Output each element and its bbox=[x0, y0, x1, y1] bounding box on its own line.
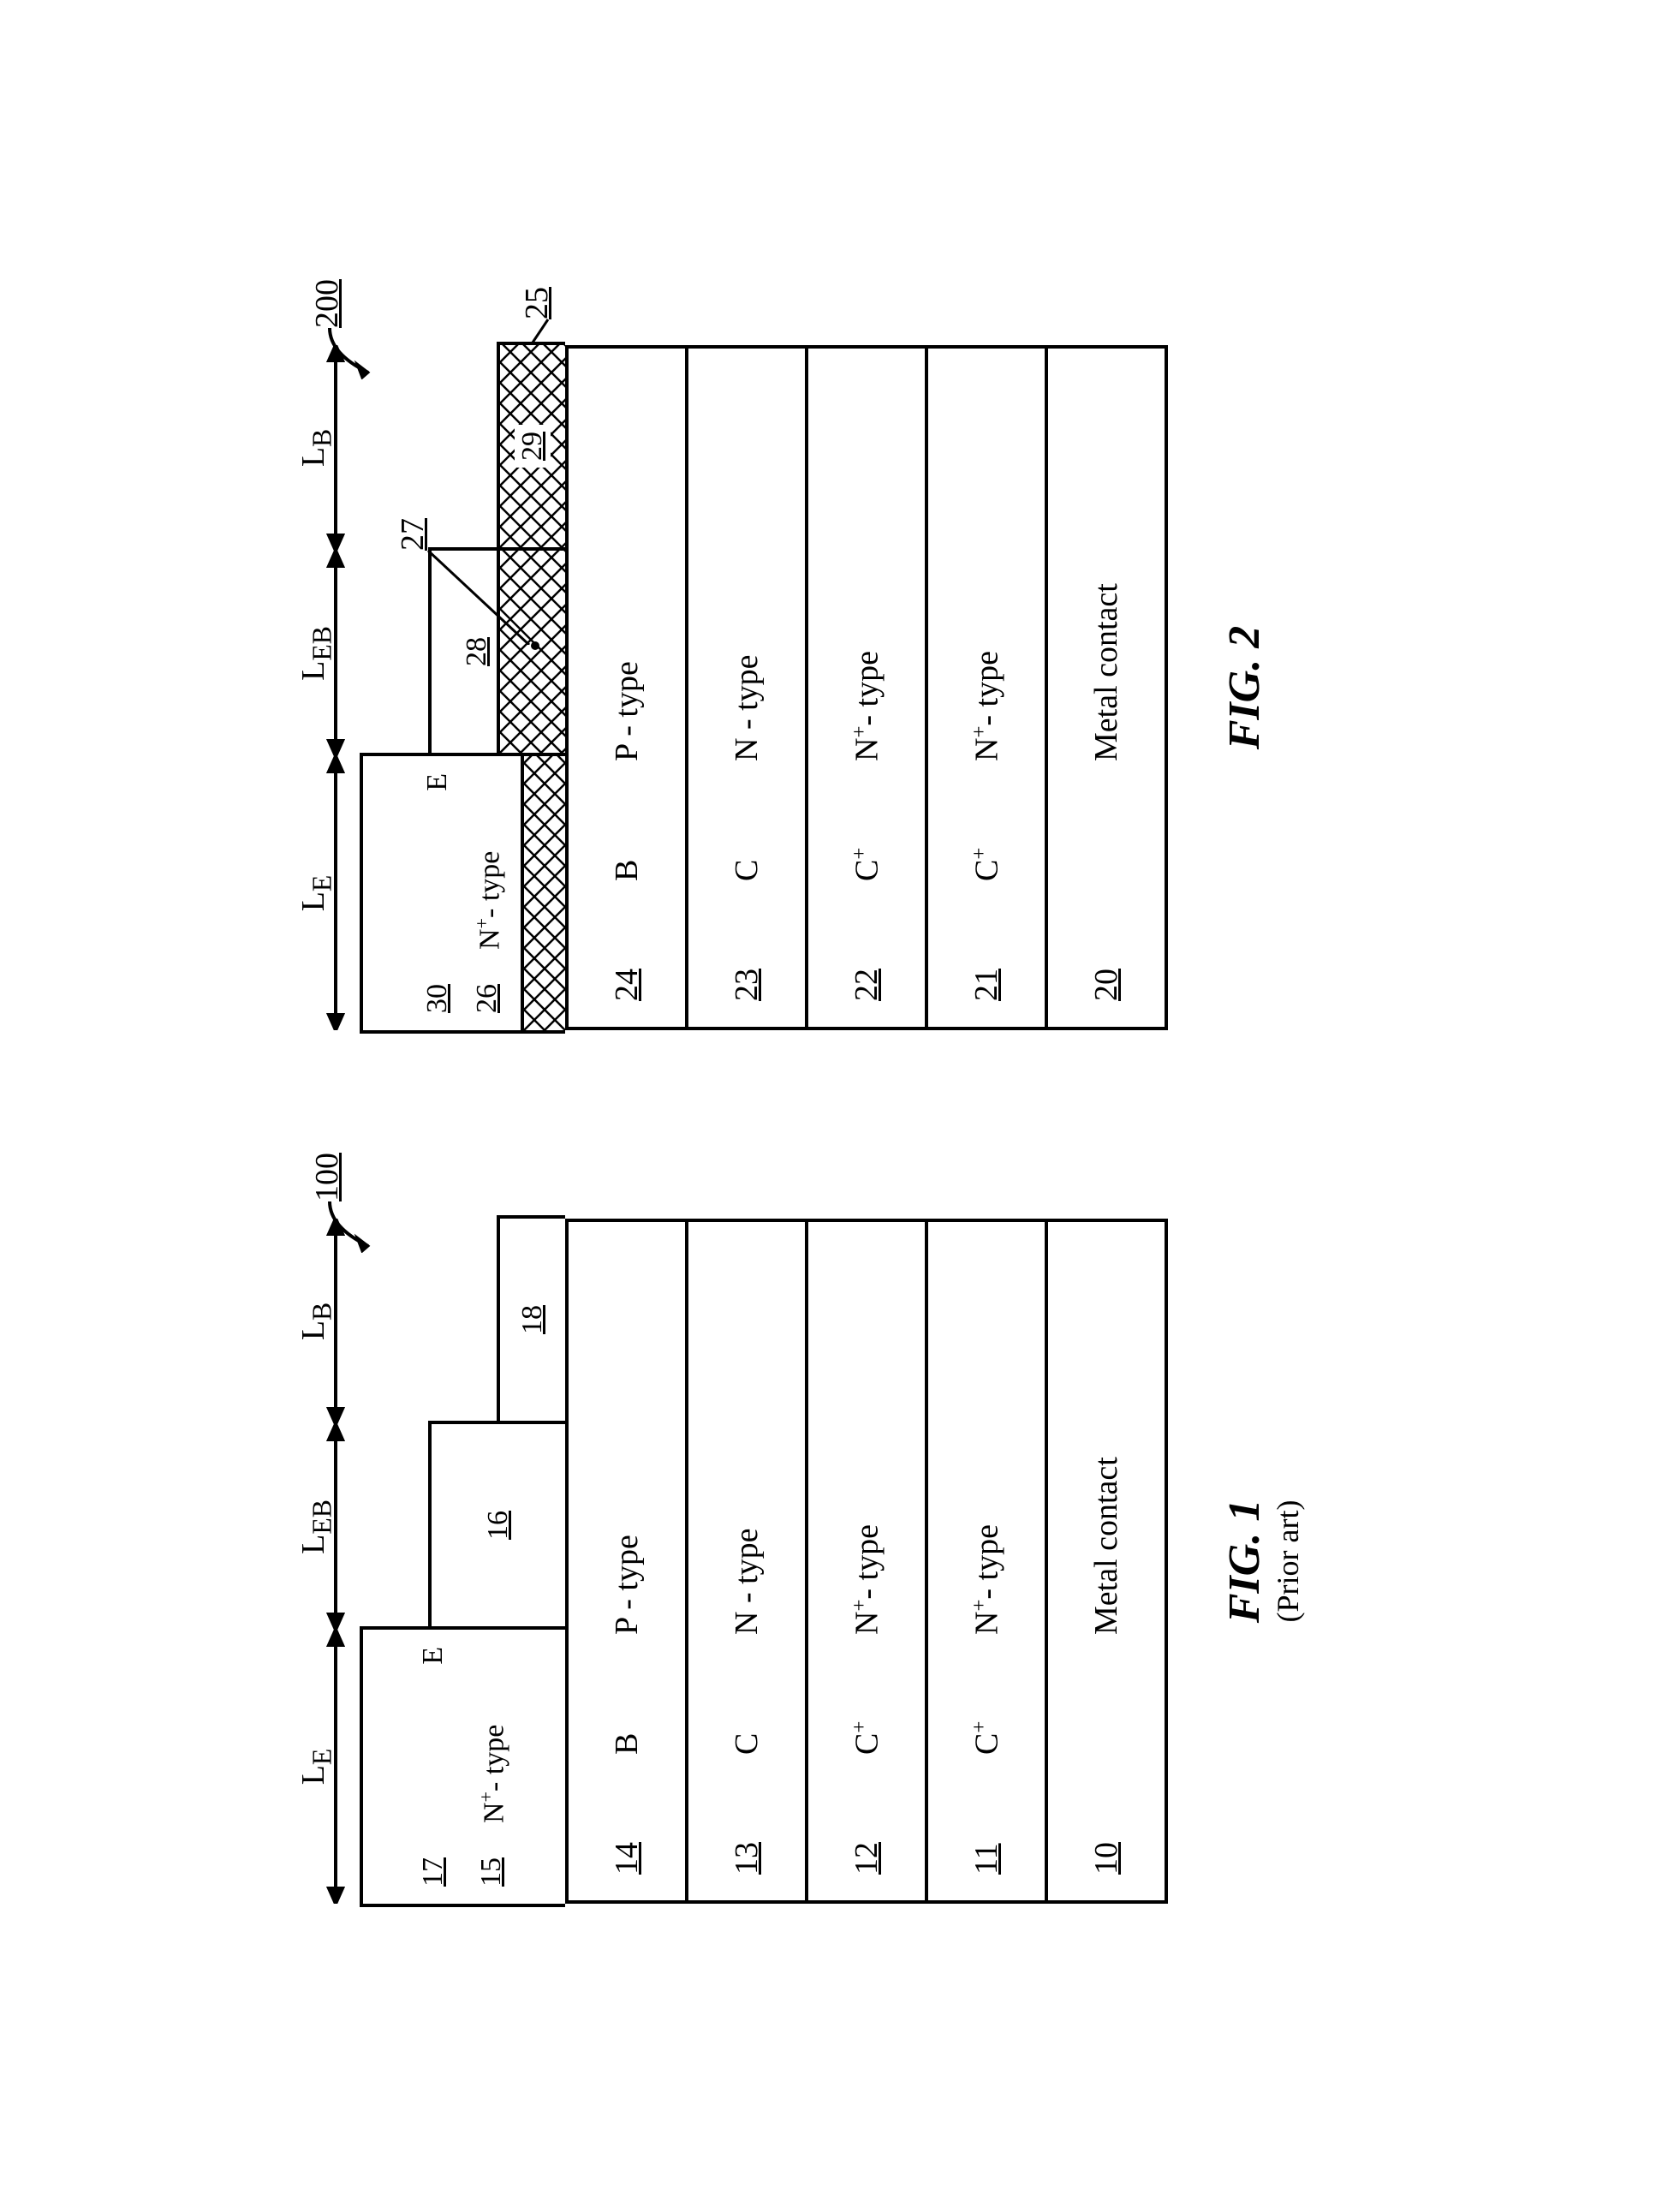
fig1-dimensions: LE LEB LB bbox=[300, 1219, 351, 1904]
fig1-mesa-left: 17 E 15 N+- type bbox=[360, 1626, 565, 1907]
type-label: Metal contact bbox=[1087, 583, 1125, 761]
ref-num: 20 bbox=[1087, 941, 1125, 1001]
ref-num: 13 bbox=[728, 1815, 766, 1875]
fig2-caption: FIG. 2 bbox=[1219, 345, 1270, 1030]
layer-14: 14 B P - type bbox=[565, 1222, 685, 1900]
ref-num: 16 bbox=[482, 1511, 515, 1540]
role-label: C+ bbox=[968, 830, 1006, 881]
emitter-type: N+- type bbox=[475, 1725, 510, 1823]
role-label: B bbox=[608, 830, 646, 881]
layer-20: 20 Metal contact bbox=[1045, 349, 1165, 1027]
fig2-layer-stack: 24 B P - type 23 C N - type 22 C+ N+- ty… bbox=[565, 345, 1168, 1030]
type-label: N - type bbox=[728, 654, 766, 761]
type-label: P - type bbox=[608, 661, 646, 761]
layer-10: 10 Metal contact bbox=[1045, 1222, 1165, 1900]
ref-num: 18 bbox=[516, 1305, 549, 1334]
figure-1: 100 LE LEB LB 18 16 17 E bbox=[360, 1133, 1306, 1904]
hatch-mid-marker bbox=[531, 641, 539, 650]
ref-num: 28 bbox=[461, 637, 493, 666]
role-label: C bbox=[728, 1703, 766, 1755]
emitter-role: E bbox=[421, 773, 454, 791]
layer-23: 23 C N - type bbox=[685, 349, 805, 1027]
fig2-mesa-right: 29 bbox=[497, 342, 565, 551]
fig1-mesa-mid: 16 bbox=[428, 1421, 565, 1630]
fig1-top-region: 18 16 17 E 15 N+- type bbox=[360, 1219, 565, 1904]
figure-2: 200 LE LEB LB 29 28 bbox=[360, 259, 1270, 1030]
emitter-role: E bbox=[417, 1647, 450, 1665]
fig1-layer-stack: 14 B P - type 13 C N - type 12 C+ N+- ty… bbox=[565, 1219, 1168, 1904]
emitter-type: N+- type bbox=[471, 851, 506, 950]
dim-LEB: LEB bbox=[300, 1424, 343, 1630]
dim-LE: LE bbox=[300, 756, 343, 1030]
ref-num: 24 bbox=[608, 941, 646, 1001]
emitter-layer-ref: 26 bbox=[471, 984, 506, 1013]
emitter-layer-ref: 15 bbox=[475, 1857, 510, 1887]
type-label: N+- type bbox=[968, 651, 1006, 761]
dim-LB: LB bbox=[300, 345, 343, 551]
ref-num: 22 bbox=[848, 941, 885, 1001]
fig2-top-region: 29 28 30 E 26 N+- type bbox=[360, 345, 565, 1030]
ref-num: 23 bbox=[728, 941, 766, 1001]
layer-12: 12 C+ N+- type bbox=[805, 1222, 925, 1900]
ref-num: 12 bbox=[848, 1815, 885, 1875]
dim-LE: LE bbox=[300, 1630, 343, 1904]
type-label: N+- type bbox=[848, 651, 886, 761]
layer-22: 22 C+ N+- type bbox=[805, 349, 925, 1027]
fig2-mesa-left: 30 E 26 N+- type bbox=[360, 753, 565, 1034]
role-label: B bbox=[608, 1703, 646, 1755]
fig2-hatch-band bbox=[521, 753, 565, 1034]
role-label: C+ bbox=[848, 830, 886, 881]
dim-LEB: LEB bbox=[300, 551, 343, 756]
fig2-dimensions: LE LEB LB bbox=[300, 345, 351, 1030]
ref-num: 29 bbox=[515, 425, 551, 468]
fig1-mesa-right: 18 bbox=[497, 1215, 565, 1424]
ref-num: 10 bbox=[1087, 1815, 1125, 1875]
layer-13: 13 C N - type bbox=[685, 1222, 805, 1900]
fig2-hatch-mid-leader bbox=[420, 534, 531, 645]
type-label: N+- type bbox=[968, 1524, 1006, 1635]
fig1-caption: FIG. 1 bbox=[1219, 1219, 1270, 1904]
emitter-top-ref: 17 bbox=[417, 1857, 450, 1887]
type-label: N+- type bbox=[848, 1524, 886, 1635]
emitter-top-ref: 30 bbox=[421, 984, 454, 1013]
fig2-hatch-band-leader bbox=[531, 302, 574, 345]
role-label: C+ bbox=[968, 1703, 1006, 1755]
type-label: Metal contact bbox=[1087, 1457, 1125, 1635]
layer-11: 11 C+ N+- type bbox=[925, 1222, 1045, 1900]
type-label: P - type bbox=[608, 1535, 646, 1635]
ref-num: 14 bbox=[608, 1815, 646, 1875]
layer-21: 21 C+ N+- type bbox=[925, 349, 1045, 1027]
layer-24: 24 B P - type bbox=[565, 349, 685, 1027]
ref-num: 21 bbox=[968, 941, 1005, 1001]
role-label: C+ bbox=[848, 1703, 886, 1755]
dim-LB: LB bbox=[300, 1219, 343, 1424]
ref-num: 11 bbox=[968, 1815, 1005, 1875]
type-label: N - type bbox=[728, 1528, 766, 1635]
role-label: C bbox=[728, 830, 766, 881]
fig1-subcaption: (Prior art) bbox=[1270, 1219, 1306, 1904]
